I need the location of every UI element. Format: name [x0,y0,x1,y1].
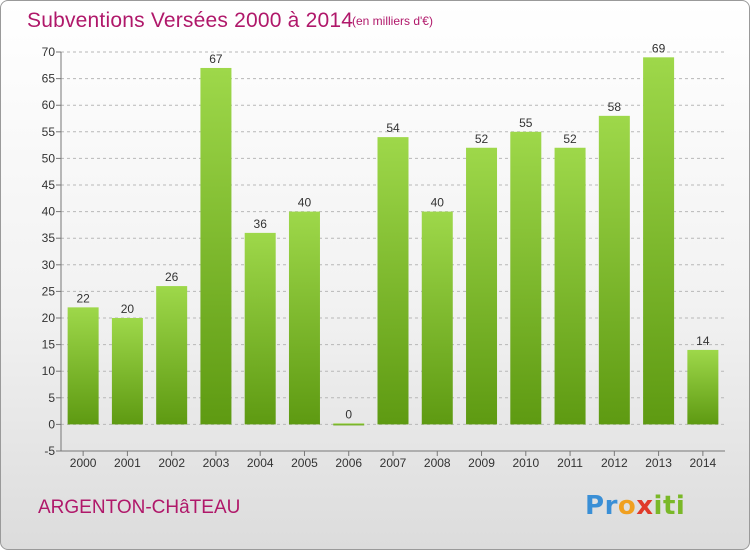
logo-letter: x [636,491,654,521]
y-tick-label: 5 [48,391,55,405]
axis-layer: -5 0 5 10 15 20 25 30 35 40 45 50 55 60 65 70 2000 2001 20… [42,45,725,470]
bar-2004 [244,232,276,425]
x-tick-label-2007: 2007 [380,456,407,470]
value-label-2001: 20 [121,302,135,316]
label-layer: 22 20 26 67 36 40 0 54 40 52 55 52 58 69 14 [76,41,709,421]
y-tick-label: 60 [42,98,56,112]
y-tick-label: 65 [42,72,56,86]
bar-2006 [333,423,365,426]
x-tick-label-2000: 2000 [70,456,97,470]
x-tick-label-2005: 2005 [291,456,318,470]
bar-2011 [554,147,586,425]
bar-2003 [200,67,232,425]
value-label-2010: 55 [519,116,533,130]
bar-2014 [687,349,719,425]
bar-2007 [377,137,409,425]
y-tick-label: 55 [42,125,56,139]
bar-2001 [111,318,143,425]
value-label-2000: 22 [76,291,90,305]
x-tick-label-2009: 2009 [468,456,495,470]
value-label-2013: 69 [652,41,666,55]
value-label-2005: 40 [298,196,312,210]
value-label-2004: 36 [254,217,268,231]
x-tick-label-2012: 2012 [601,456,628,470]
bar-layer [67,57,719,426]
x-tick-label-2006: 2006 [335,456,362,470]
y-tick-label: 40 [42,205,56,219]
value-label-2006: 0 [345,407,352,421]
logo-letter: P [585,491,605,521]
x-tick-label-2004: 2004 [247,456,274,470]
logo-letter: t [662,491,676,521]
value-label-2008: 40 [431,196,445,210]
y-tick-label: 25 [42,284,56,298]
x-tick-label-2013: 2013 [645,456,672,470]
y-tick-label: 30 [42,258,56,272]
value-label-2003: 67 [209,52,223,66]
bar-2010 [510,131,542,425]
value-label-2009: 52 [475,132,489,146]
x-tick-label-2001: 2001 [114,456,141,470]
value-label-2007: 54 [386,121,400,135]
y-tick-label: 35 [42,231,56,245]
x-tick-label-2002: 2002 [158,456,185,470]
bar-2000 [67,307,99,425]
bar-2013 [643,57,675,425]
y-tick-label: -5 [44,444,55,458]
value-label-2011: 52 [563,132,577,146]
logo-letter: i [653,491,663,521]
bar-2009 [466,147,498,425]
bar-2005 [288,211,320,425]
y-tick-label: 50 [42,151,56,165]
bar-2008 [421,211,453,425]
chart-title: Subventions Versées 2000 à 2014 [27,9,354,32]
bar-2012 [598,115,630,425]
x-tick-label-2008: 2008 [424,456,451,470]
x-tick-label-2010: 2010 [512,456,539,470]
x-tick-label-2014: 2014 [690,456,717,470]
bar-2002 [156,286,188,425]
chart-subtitle: (en milliers d'€) [352,14,433,28]
y-tick-label: 70 [42,45,56,59]
y-tick-label: 15 [42,338,56,352]
value-label-2002: 26 [165,270,179,284]
logo-letter: o [617,491,637,521]
y-tick-label: 10 [42,364,56,378]
value-label-2012: 58 [608,100,622,114]
x-tick-label-2003: 2003 [203,456,230,470]
y-tick-label: 0 [48,417,55,431]
x-tick-label-2011: 2011 [557,456,583,470]
y-tick-label: 45 [42,178,56,192]
y-tick-label: 20 [42,311,56,325]
commune-name: ARGENTON-CHâTEAU [38,497,241,518]
value-label-2014: 14 [696,334,710,348]
proxiti-logo: Proxiti [585,491,685,521]
logo-letter: r [604,491,618,521]
logo-letter: i [675,491,686,521]
